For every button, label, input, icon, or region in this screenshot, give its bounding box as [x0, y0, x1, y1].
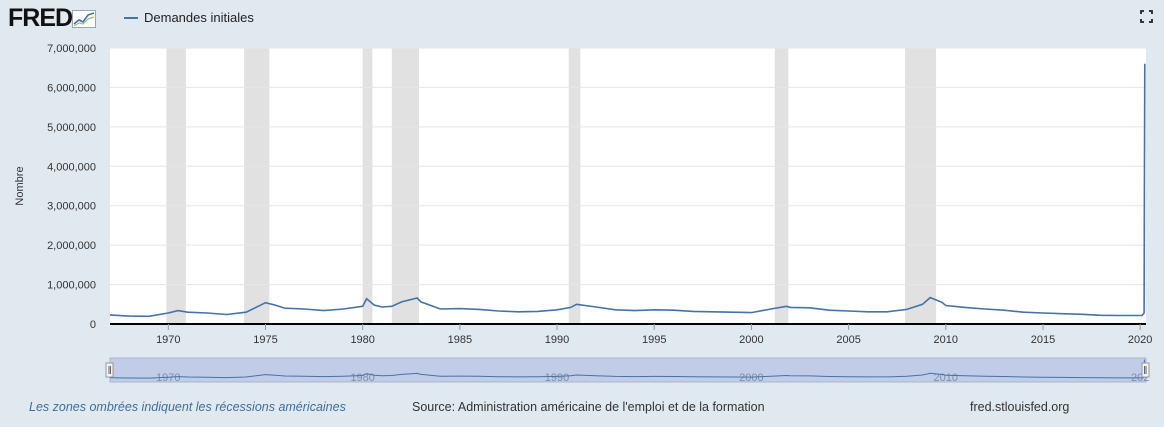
- y-tick-label: 6,000,000: [47, 82, 96, 94]
- recession-band: [362, 48, 373, 324]
- y-axis-label: Nombre: [14, 166, 26, 205]
- series-line: [109, 63, 1146, 318]
- chart-legend[interactable]: Demandes initiales: [124, 10, 254, 25]
- navigator-window[interactable]: [109, 357, 1147, 383]
- y-tick-label: 2,000,000: [47, 240, 96, 252]
- x-tick-label: 2000: [739, 334, 763, 346]
- navigator-tick-label: 1990: [545, 372, 569, 384]
- fullscreen-icon[interactable]: [1140, 10, 1153, 23]
- site-link[interactable]: fred.stlouisfed.org: [970, 400, 1070, 414]
- x-tick-label: 2015: [1031, 334, 1055, 346]
- y-tick-label: 7,000,000: [47, 43, 96, 55]
- x-tick-label: 1990: [545, 334, 569, 346]
- navigator-handle-icon[interactable]: [1141, 362, 1150, 378]
- recession-band: [244, 48, 270, 324]
- x-tick-label: 1970: [156, 334, 180, 346]
- source-note: Source: Administration américaine de l'e…: [412, 400, 765, 414]
- x-tick-label: 2005: [836, 334, 860, 346]
- legend-label: Demandes initiales: [144, 10, 254, 25]
- recession-band: [904, 48, 937, 324]
- y-tick-label: 0: [90, 319, 96, 331]
- chart: 0 1,000,000 2,000,000 3,000,000 4,000,000 5,0…: [14, 43, 1152, 384]
- recession-band: [568, 48, 581, 324]
- recession-band: [391, 48, 420, 324]
- x-tick-label: 1985: [448, 334, 472, 346]
- recession-note: Les zones ombrées indiquent les récessio…: [29, 400, 346, 414]
- recession-band: [166, 48, 186, 324]
- navigator-tick-label: 2000: [739, 372, 763, 384]
- navigator[interactable]: 1970 1980 1990 2000 2010 202: [105, 357, 1150, 384]
- y-tick-label: 4,000,000: [47, 161, 96, 173]
- y-tick-label: 3,000,000: [47, 201, 96, 213]
- fred-logo[interactable]: FRED: [8, 4, 97, 33]
- navigator-handle-icon[interactable]: [105, 362, 114, 378]
- x-tick-label: 1975: [253, 334, 277, 346]
- x-tick-label: 2020: [1128, 334, 1152, 346]
- x-tick-label: 1995: [642, 334, 666, 346]
- x-tick-label: 1980: [350, 334, 374, 346]
- y-tick-label: 1,000,000: [47, 280, 96, 292]
- navigator-series-line: [109, 359, 1145, 379]
- logo-text: FRED: [8, 4, 73, 32]
- legend-swatch: [124, 16, 138, 19]
- navigator-tick-label: 1970: [156, 372, 180, 384]
- y-tick-label: 5,000,000: [47, 122, 96, 134]
- recession-band: [774, 48, 789, 324]
- navigator-tick-label: 1980: [350, 372, 374, 384]
- x-tick-label: 2010: [934, 334, 958, 346]
- plot-area: [110, 48, 1146, 324]
- fred-logo-graph-icon: [72, 9, 97, 28]
